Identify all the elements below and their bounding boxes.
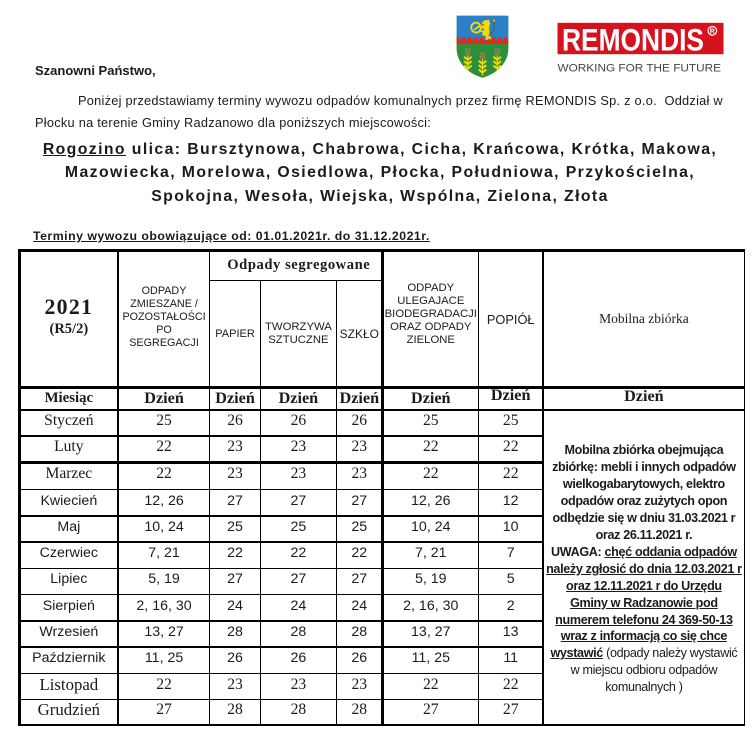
svg-text:WORKING FOR THE FUTURE: WORKING FOR THE FUTURE xyxy=(558,63,722,74)
svg-text:REMONDIS: REMONDIS xyxy=(562,22,704,57)
svg-text:R: R xyxy=(710,28,715,35)
